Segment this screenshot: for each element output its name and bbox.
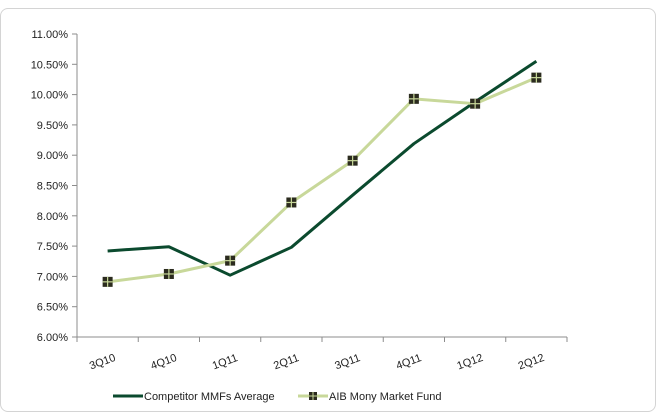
chart-legend: Competitor MMFs Average AIB Mony Market F…: [113, 391, 442, 403]
y-tick-label: 9.50%: [37, 120, 68, 132]
y-tick-label: 7.00%: [37, 271, 68, 283]
chart-axes: 6.00% 6.50% 7.00% 7.50% 8.00% 8.50% 9.00% 9.50%…: [31, 29, 568, 372]
y-tick-label: 11.00%: [32, 29, 69, 41]
x-tick-label: 4Q11: [395, 352, 424, 372]
legend-label-2: AIB Mony Market Fund: [329, 391, 442, 403]
chart-panel: [0, 8, 656, 412]
x-tick-label: 1Q11: [211, 352, 240, 372]
series-line-2: [107, 76, 537, 284]
x-tick-label: 1Q12: [455, 352, 484, 372]
y-tick-label: 10.50%: [31, 59, 69, 71]
y-tick-label: 6.50%: [37, 302, 68, 314]
y-tick-label: 9.00%: [37, 150, 68, 162]
x-tick-label: 3Q11: [333, 352, 362, 372]
x-tick-label: 3Q10: [88, 352, 117, 372]
y-tick-label: 10.00%: [31, 90, 69, 102]
y-tick-label: 8.00%: [37, 211, 68, 223]
y-tick-label: 7.50%: [37, 241, 68, 253]
x-tick-label: 2Q11: [272, 352, 301, 372]
chart-series: [102, 60, 542, 287]
y-tick-label: 6.00%: [37, 332, 68, 344]
x-tick-label: 2Q12: [517, 352, 546, 372]
legend-label-1: Competitor MMFs Average: [144, 391, 275, 403]
series-line-1: [107, 60, 538, 277]
y-tick-label: 8.50%: [37, 181, 68, 193]
x-tick-label: 4Q10: [149, 352, 178, 372]
